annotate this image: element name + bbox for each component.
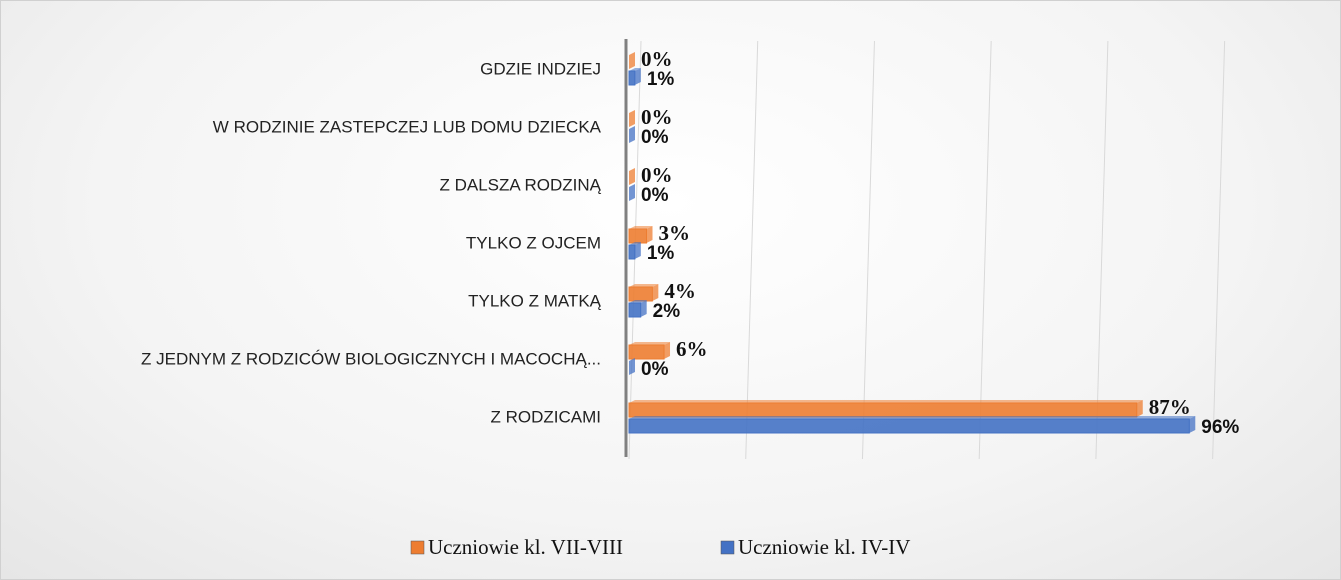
- bar-depth: [629, 168, 635, 185]
- category-label: GDZIE INDZIEJ: [480, 59, 601, 78]
- grid-line: [1095, 40, 1109, 460]
- category-label: W RODZINIE ZASTEPCZEJ LUB DOMU DZIECKA: [213, 117, 602, 136]
- grid-line: [978, 40, 992, 460]
- bar-depth: [634, 242, 641, 259]
- grid-line: [1212, 40, 1226, 460]
- bar-top: [629, 68, 641, 71]
- legend-label: Uczniowie kl. VII-VIII: [428, 535, 623, 559]
- bar: [628, 418, 1190, 434]
- bar: [628, 344, 665, 360]
- value-label: 0%: [641, 127, 669, 148]
- bar-depth: [664, 342, 671, 359]
- bar: [628, 228, 648, 244]
- value-label: 1%: [647, 243, 675, 264]
- bar-depth: [629, 52, 635, 69]
- bar: [628, 402, 1138, 418]
- bar-top: [629, 226, 653, 229]
- bar-depth: [629, 184, 635, 201]
- bar-top: [629, 242, 641, 245]
- bar-depth: [646, 226, 653, 243]
- bar: [628, 70, 636, 86]
- value-label: 0%: [641, 185, 669, 206]
- legend-swatch: [720, 540, 735, 555]
- bar-depth: [629, 126, 635, 143]
- category-label: TYLKO Z MATKĄ: [468, 291, 602, 310]
- bar-top: [629, 416, 1196, 419]
- bar-depth: [640, 300, 647, 317]
- value-label: 96%: [1201, 417, 1239, 438]
- grid-line: [745, 40, 759, 460]
- bar: [628, 302, 642, 318]
- grid-line: [861, 40, 875, 460]
- bar-top: [629, 342, 671, 345]
- bar-depth: [1136, 400, 1143, 417]
- legend-swatch: [410, 540, 425, 555]
- bar-top: [629, 400, 1143, 403]
- bar: [628, 244, 636, 260]
- legend-label: Uczniowie kl. IV-IV: [738, 535, 910, 559]
- bar: [628, 286, 653, 302]
- bar-depth: [634, 68, 641, 85]
- value-label: 2%: [653, 301, 681, 322]
- value-label: 0%: [641, 47, 673, 71]
- value-label: 3%: [659, 221, 691, 245]
- value-label: 4%: [664, 279, 696, 303]
- bar-depth: [629, 110, 635, 127]
- category-label: Z JEDNYM Z RODZICÓW BIOLOGICZNYCH I MACO…: [141, 349, 601, 368]
- value-label: 1%: [647, 69, 675, 90]
- category-label: Z DALSZA RODZINĄ: [439, 175, 601, 194]
- bar-top: [629, 284, 659, 287]
- value-label: 6%: [676, 337, 708, 361]
- value-label: 0%: [641, 359, 669, 380]
- bar-depth: [629, 358, 635, 375]
- category-label: TYLKO Z OJCEM: [466, 233, 601, 252]
- bar-top: [629, 300, 647, 303]
- bar-depth: [1189, 416, 1196, 433]
- value-label: 0%: [641, 163, 673, 187]
- value-label: 0%: [641, 105, 673, 129]
- value-label: 87%: [1149, 395, 1191, 419]
- bar-depth: [652, 284, 659, 301]
- category-label: Z RODZICAMI: [491, 407, 602, 426]
